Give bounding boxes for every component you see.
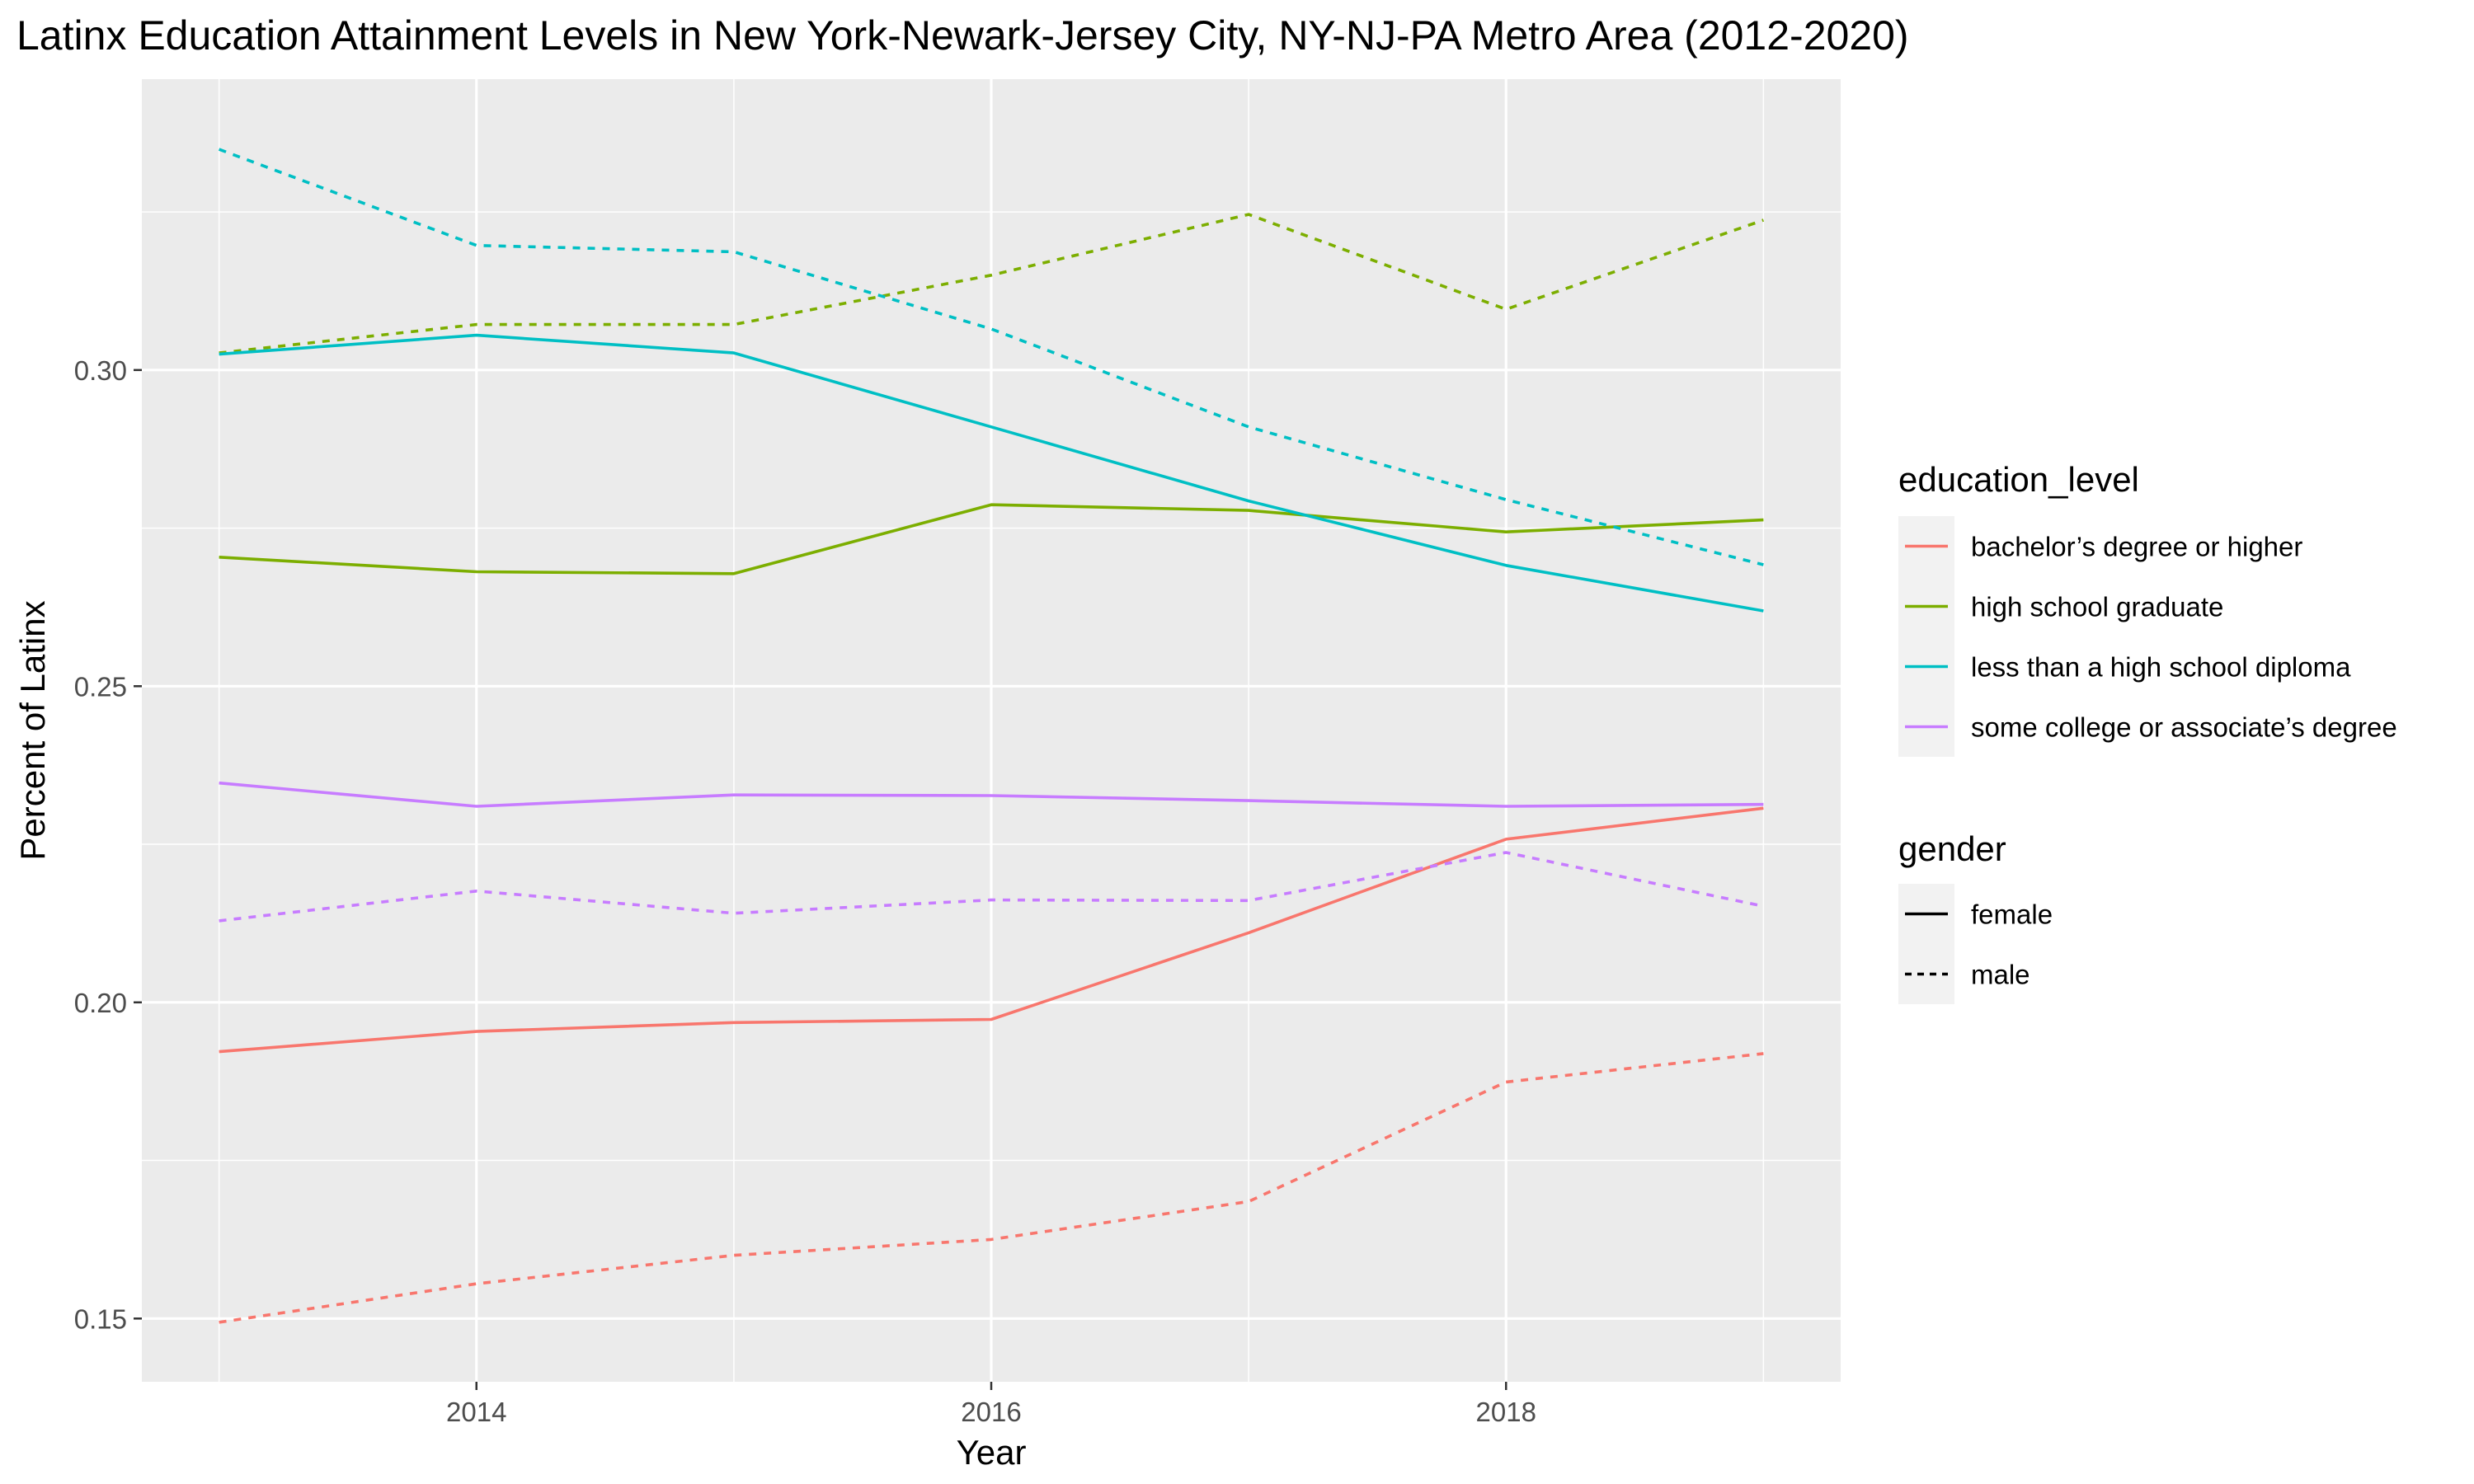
x-axis: 2014 2016 2018 [446,1382,1536,1427]
series-line-high-school-graduate-female [219,503,1764,575]
legend-entry-high-school-graduate: high school graduate [1898,576,2223,636]
series-line-bachelor-s-degree-or-higher-female [219,806,1764,1054]
x-axis-title: Year [957,1433,1027,1472]
y-tick-label: 0.25 [74,671,127,702]
legend-entry-male: male [1898,944,2030,1004]
legend-entry-bachelor-s-degree-or-higher: bachelor’s degree or higher [1898,516,2302,576]
legend-entry-less-than-a-high-school-diploma: less than a high school diploma [1898,636,2351,697]
grid-major [142,79,1841,1382]
legend-label: female [1971,899,2053,930]
series-line-high-school-graduate-male [219,213,1764,355]
series-line-some-college-or-associate-s-degree-male [219,851,1764,923]
legend-education-level-entries: bachelor’s degree or higher high school g… [1898,516,2397,757]
legend: education_level bachelor’s degree or hig… [1898,460,2397,1004]
legend-title-gender: gender [1898,829,2006,868]
chart-title: Latinx Education Attainment Levels in Ne… [16,12,1909,59]
series-line-bachelor-s-degree-or-higher-male [219,1052,1764,1324]
legend-label: male [1971,960,2030,990]
legend-title-education-level: education_level [1898,460,2139,499]
legend-entry-female: female [1898,884,2053,944]
series-line-some-college-or-associate-s-degree-female [219,781,1764,808]
y-tick-label: 0.30 [74,355,127,386]
y-tick-label: 0.15 [74,1303,127,1334]
y-axis: 0.15 0.20 0.25 0.30 [74,355,142,1334]
legend-label: some college or associate’s degree [1971,712,2397,743]
x-tick-label: 2014 [446,1397,506,1427]
y-tick-label: 0.20 [74,988,127,1018]
x-tick-label: 2018 [1476,1397,1536,1427]
legend-entry-some-college-or-associate-s-degree: some college or associate’s degree [1898,697,2397,757]
x-tick-label: 2016 [961,1397,1021,1427]
y-axis-title: Percent of Latinx [13,600,52,860]
legend-label: bachelor’s degree or higher [1971,532,2302,562]
series-lines [218,148,1764,1324]
series-line-less-than-a-high-school-diploma-female [219,333,1764,613]
legend-label: less than a high school diploma [1971,652,2351,683]
legend-label: high school graduate [1971,592,2223,622]
legend-gender-entries: female male [1898,884,2053,1004]
